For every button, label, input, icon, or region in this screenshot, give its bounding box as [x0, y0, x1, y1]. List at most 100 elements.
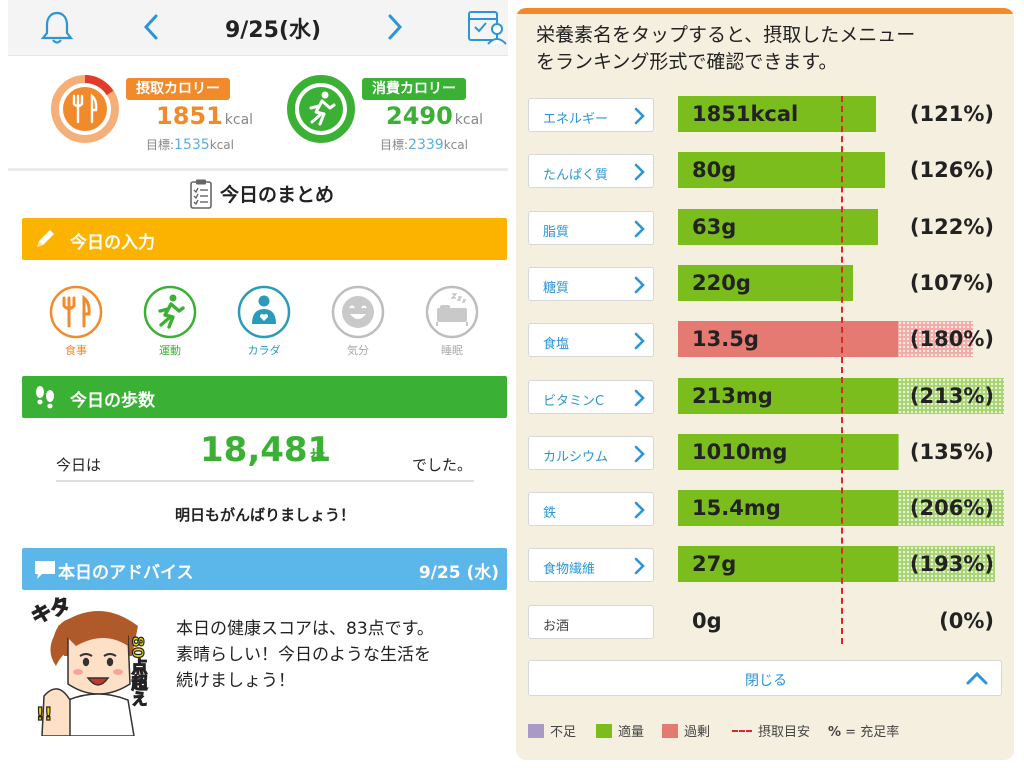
next-day-chevron-icon[interactable] [380, 10, 410, 44]
burned-calories[interactable]: 消費カロリー 2490 kcal 目標:2339kcal [286, 70, 486, 160]
chevron-right-icon [634, 163, 645, 181]
chevron-right-icon [634, 501, 645, 519]
over-80-text: 80点超え [129, 636, 149, 706]
input-section-title: 今日の入力 [70, 233, 155, 253]
nutrient-button-fat[interactable]: 脂質 [528, 210, 654, 245]
nutrient-button-iron[interactable]: 鉄 [528, 492, 654, 527]
nutrient-percent: (126%) [909, 158, 994, 183]
advice-section-title: 本日のアドバイス [58, 563, 194, 583]
input-body-label: カラダ [247, 344, 281, 357]
nutrient-bar-excess [897, 377, 1004, 414]
nutrient-name: カルシウム [543, 449, 609, 465]
nutrient-row-carbs: 糖質 220g (107%) [516, 264, 1014, 303]
exclamation-text: !! [36, 704, 52, 725]
speech-bubble-icon [35, 561, 55, 579]
nutrient-bar-excess [897, 490, 1004, 527]
nutrient-row-salt: 食塩 13.5g (180%) [516, 321, 1014, 359]
input-meal-label: 食事 [65, 344, 87, 357]
prev-day-chevron-icon[interactable] [136, 10, 166, 44]
intro-line-2: をランキング形式で確認できます。 [536, 51, 838, 73]
nutrient-row-calcium: カルシウム 1010mg (135%) [516, 433, 1014, 472]
steps-count: 18,481 [200, 430, 332, 470]
nutrient-value: 63g [692, 214, 737, 239]
nutrient-name: 食塩 [543, 337, 570, 353]
nutrient-row-energy: エネルギー 1851kcal (121%) [516, 96, 1014, 134]
intake-calories[interactable]: 摂取カロリー 1851 kcal 目標:1535kcal [50, 70, 254, 160]
input-mood-button[interactable]: 気分 [330, 284, 386, 358]
nutrient-value: 0g [692, 608, 722, 633]
input-mood-label: 気分 [347, 344, 369, 357]
intake-value: 1851 kcal [156, 102, 254, 130]
legend-over-swatch [662, 724, 678, 738]
cheering-character-illustration: キタ 80点超え !! [28, 596, 149, 736]
burn-label: 消費カロリー [362, 78, 466, 100]
close-label: 閉じる [745, 673, 787, 689]
advice-date: 9/25 (水) [418, 563, 499, 583]
chevron-right-icon [634, 445, 645, 463]
divider [8, 168, 508, 171]
nutrient-button-salt[interactable]: 食塩 [528, 323, 654, 358]
nutrient-percent: (213%) [909, 383, 994, 408]
input-exercise-label: 運動 [159, 344, 181, 357]
nutrient-name: 糖質 [543, 280, 570, 296]
nutrition-legend: 不足 適量 過剰 摂取目安 % = 充足率 [528, 718, 1008, 742]
intake-ring-icon [51, 75, 119, 143]
input-section-header: 今日の入力 [22, 218, 507, 260]
panel-accent-bar [516, 8, 1014, 14]
smile-icon [331, 285, 385, 339]
nutrient-percent: (180%) [909, 327, 994, 352]
advice-line-2: 素晴らしい！今日のような生活を [176, 645, 431, 665]
date-header: 9/25(水) [8, 0, 508, 56]
nutrient-button-energy[interactable]: エネルギー [528, 98, 654, 132]
legend-target: 摂取目安 [732, 721, 810, 740]
input-meal-button[interactable]: 食事 [48, 284, 104, 358]
nutrient-value: 15.4mg [692, 496, 781, 521]
steps-prefix: 今日は [56, 456, 102, 474]
nutrient-percent: (107%) [909, 270, 994, 295]
steps-cheer-message: 明日もがんばりましょう！ [174, 506, 355, 524]
nutrition-intro: 栄養素名をタップすると、摂取したメニュー をランキング形式で確認できます。 [536, 22, 1006, 76]
chevron-right-icon [634, 107, 645, 125]
steps-unit: 歩 [310, 446, 326, 464]
nutrient-value: 27g [692, 552, 737, 577]
nutrient-bar [678, 152, 885, 189]
intake-label: 摂取カロリー [126, 78, 230, 100]
pencil-icon [37, 230, 54, 247]
nutrient-percent: (122%) [909, 214, 994, 239]
input-sleep-button[interactable]: 睡眠 [424, 284, 480, 358]
nutrient-bar [678, 546, 898, 583]
input-body-button[interactable]: カラダ [236, 284, 292, 358]
nutrient-row-alcohol: お酒 0g (0%) [516, 603, 1014, 641]
nutrient-bar [678, 264, 854, 301]
nutrient-bar [678, 321, 898, 358]
close-button[interactable]: 閉じる [528, 660, 1002, 696]
calendar-user-icon[interactable] [466, 6, 508, 46]
input-sleep-label: 睡眠 [441, 344, 463, 357]
nutrient-button-fiber[interactable]: 食物繊維 [528, 548, 654, 583]
nutrient-button-carbs[interactable]: 糖質 [528, 266, 654, 301]
nutrient-value: 220g [692, 270, 751, 295]
footprints-icon [36, 386, 54, 409]
nutrient-bar [678, 96, 877, 132]
input-exercise-button[interactable]: 運動 [142, 284, 198, 358]
nutrient-name: 脂質 [543, 224, 570, 240]
chevron-right-icon [634, 332, 645, 350]
nutrient-bar [678, 208, 879, 245]
nutrient-button-calcium[interactable]: カルシウム [528, 435, 654, 470]
nutrient-button-protein[interactable]: たんぱく質 [528, 154, 654, 189]
bell-icon[interactable] [38, 10, 76, 46]
nutrient-bar [678, 490, 898, 527]
burn-goal: 目標:2339kcal [380, 137, 468, 153]
nutrient-name: ビタミンC [543, 393, 605, 409]
chevron-up-icon [966, 671, 988, 685]
nutrient-value: 80g [692, 158, 737, 183]
body-icon [237, 285, 291, 339]
nutrient-button-vitamin-c[interactable]: ビタミンC [528, 379, 654, 414]
nutrient-percent: (206%) [909, 496, 994, 521]
current-date: 9/25(水) [224, 18, 322, 43]
nutrient-row-fat: 脂質 63g (122%) [516, 208, 1014, 247]
sleep-icon [425, 285, 479, 339]
intake-goal: 目標:1535kcal [146, 137, 234, 153]
summary-title: 今日のまとめ [220, 184, 335, 206]
